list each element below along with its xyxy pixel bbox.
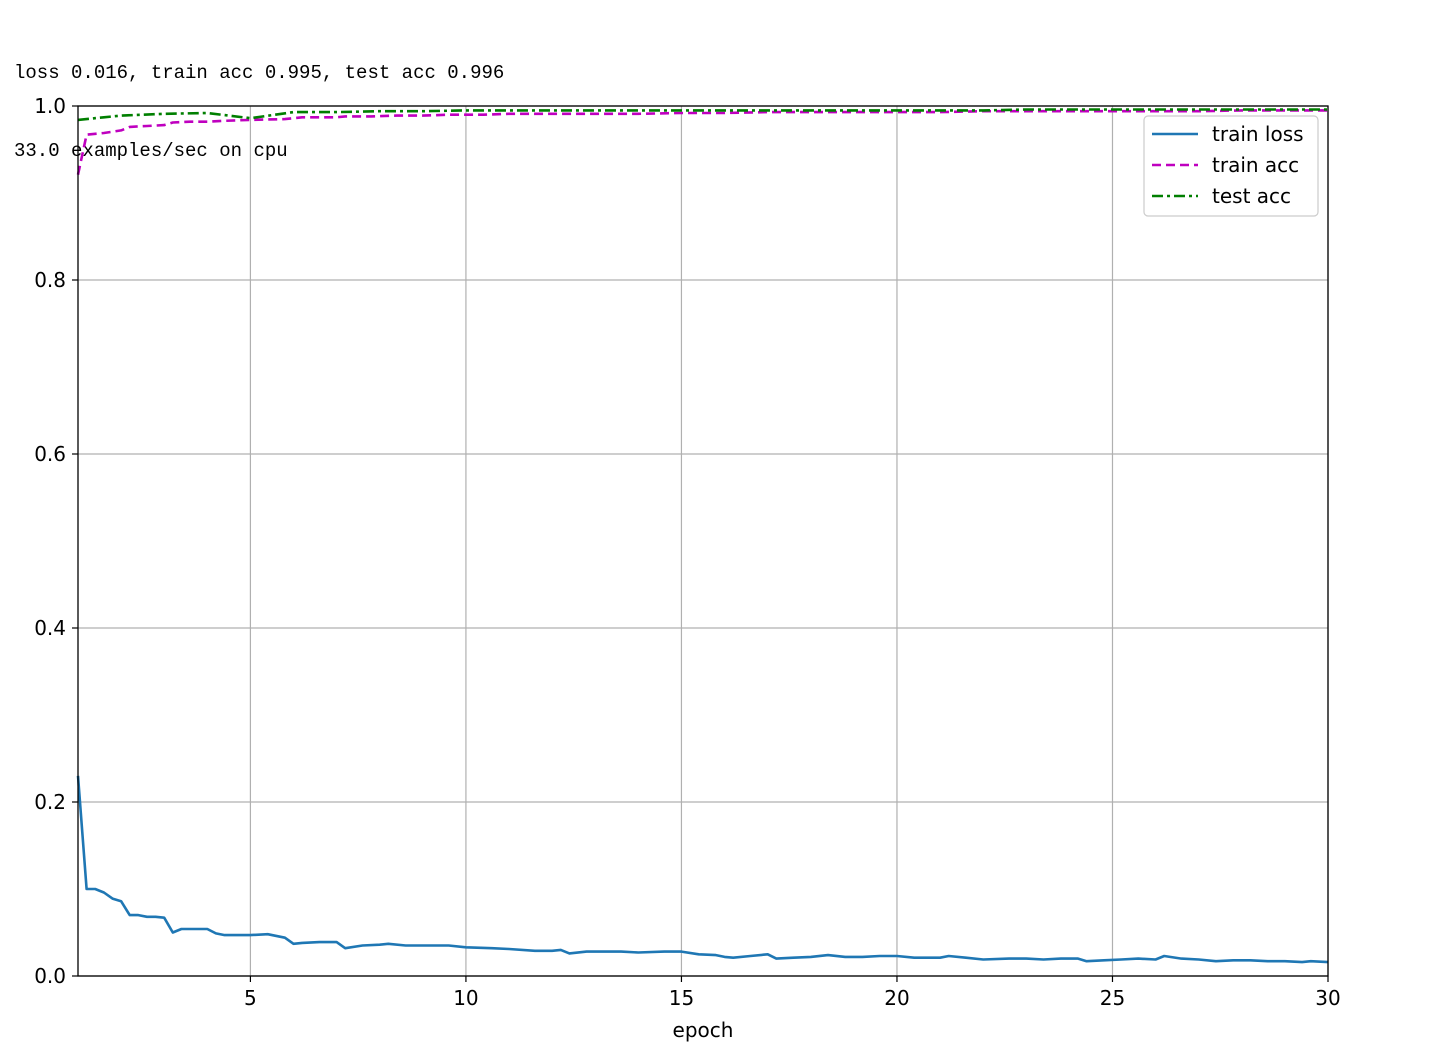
legend: train loss train acc test acc [1143, 115, 1319, 217]
y-tick-label: 0.2 [34, 790, 66, 814]
series-test-acc [77, 108, 1328, 122]
axis-ticks: 5 10 15 20 25 30 0.0 0.2 0.4 0.6 0.8 1.0 [34, 94, 1341, 1010]
grid [78, 105, 1329, 977]
x-tick-label: 25 [1100, 986, 1125, 1010]
y-tick-label: 0.8 [34, 268, 66, 292]
console-line-speed: 33.0 examples/sec on cpu [14, 140, 288, 162]
y-tick-label: 1.0 [34, 94, 66, 118]
legend-label: train acc [1212, 153, 1299, 177]
console-line-metrics: loss 0.016, train acc 0.995, test acc 0.… [14, 62, 505, 84]
x-tick-label: 15 [669, 986, 694, 1010]
x-tick-label: 5 [244, 986, 257, 1010]
x-tick-label: 20 [884, 986, 909, 1010]
series-train-acc [76, 109, 1328, 175]
y-tick-label: 0.4 [34, 616, 66, 640]
x-tick-label: 10 [453, 986, 478, 1010]
series-train-loss [76, 775, 1329, 964]
x-tick-label: 30 [1315, 986, 1340, 1010]
plot-frame [77, 105, 1329, 977]
y-tick-label: 0.0 [34, 964, 66, 988]
y-tick-label: 0.6 [34, 442, 66, 466]
legend-box [1143, 115, 1319, 217]
legend-label: train loss [1212, 122, 1304, 146]
x-axis-label: epoch [673, 1018, 734, 1042]
legend-label: test acc [1212, 184, 1291, 208]
console-output: loss 0.016, train acc 0.995, test acc 0.… [14, 8, 504, 190]
series-layer [76, 108, 1329, 964]
